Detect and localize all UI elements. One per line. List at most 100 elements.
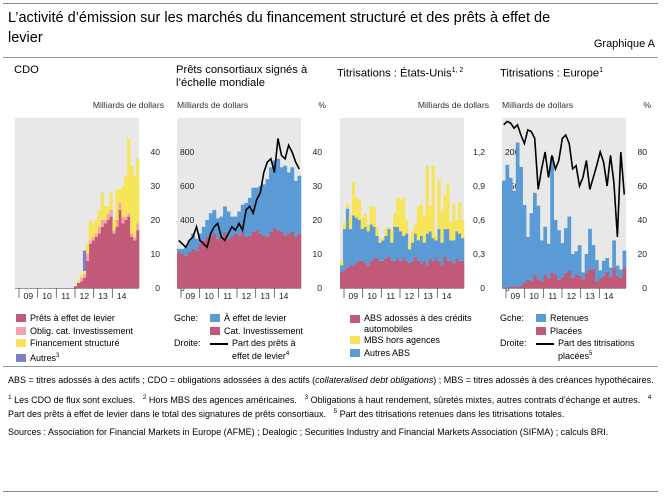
bar-segment — [407, 263, 412, 288]
bar-segment — [461, 260, 465, 288]
bar-segment — [215, 218, 220, 239]
bar-segment — [402, 197, 406, 236]
bar-segment — [262, 235, 266, 288]
bar-segment — [194, 250, 199, 288]
bar-segment — [276, 230, 281, 288]
y-tick-label-left: 800 — [180, 147, 195, 157]
bar-segment — [615, 265, 620, 276]
bar-segment — [187, 252, 192, 288]
bar-segment — [378, 242, 382, 261]
x-tick-label: 09 — [186, 291, 196, 301]
bar-segment — [293, 180, 298, 237]
bar-segment — [550, 156, 554, 273]
bar-segment — [354, 263, 359, 288]
bar-segment — [437, 229, 441, 261]
legend-item: Autres3 — [16, 351, 133, 364]
bar-segment — [443, 229, 447, 257]
bar-segment — [133, 240, 137, 288]
bar-segment — [124, 175, 128, 217]
bar-segment — [508, 286, 513, 288]
bar-segment — [416, 206, 421, 241]
bar-segment — [455, 258, 459, 288]
bar-segment — [443, 195, 447, 230]
bar-segment — [74, 286, 78, 288]
bar-segment — [591, 245, 596, 269]
bar-segment — [437, 179, 441, 230]
bar-segment — [103, 206, 107, 220]
bar-segment — [588, 269, 592, 288]
x-tick-label: 14 — [117, 291, 127, 301]
bar-segment — [381, 260, 385, 288]
bar-segment — [455, 220, 459, 232]
y-tick-label: 0 — [480, 283, 485, 293]
bar-segment — [425, 165, 429, 234]
bar-segment — [502, 180, 506, 288]
bar-segment — [91, 223, 96, 237]
legend-us: ABS adossés à des crédits automobiles MB… — [350, 313, 472, 360]
bar-segment — [297, 233, 302, 288]
bar-segment — [539, 281, 544, 288]
y-tick-label: 30 — [312, 181, 322, 191]
bar-segment — [434, 235, 438, 241]
bar-segment — [553, 274, 558, 288]
bar-segment — [112, 230, 116, 234]
bar-segment — [452, 263, 456, 288]
bar-segment — [201, 226, 206, 241]
bar-segment — [85, 260, 90, 288]
bar-segment — [574, 274, 579, 288]
y-tick-label: 20 — [150, 215, 160, 225]
y-tick-label: 0 — [642, 283, 647, 293]
x-tick-label: 12 — [405, 291, 415, 301]
bar-segment — [212, 209, 217, 234]
bar-segment — [88, 240, 93, 244]
bar-segment — [612, 240, 616, 268]
bar-segment — [262, 184, 266, 236]
bar-segment — [422, 242, 426, 261]
bar-segment — [103, 223, 107, 288]
bar-segment — [230, 237, 234, 288]
bar-segment — [85, 243, 90, 254]
bar-segment — [378, 260, 382, 288]
bar-segment — [194, 238, 199, 251]
bar-segment — [366, 224, 370, 232]
bar-segment — [177, 252, 181, 288]
bar-segment — [115, 189, 119, 220]
bar-segment — [536, 205, 541, 280]
bar-segment — [434, 258, 438, 288]
bar-segment — [529, 281, 534, 288]
bar-segment — [244, 237, 249, 288]
bar-segment — [360, 217, 364, 230]
bar-segment — [446, 260, 450, 288]
bar-segment — [109, 192, 113, 210]
bar-segment — [342, 222, 347, 230]
x-tick-label: 12 — [242, 291, 252, 301]
bar-segment — [360, 229, 364, 261]
bar-segment — [244, 203, 249, 237]
bar-segment — [536, 279, 541, 288]
bar-segment — [384, 258, 388, 288]
bar-segment — [340, 265, 344, 273]
bar-segment — [290, 167, 295, 232]
bar-segment — [136, 230, 140, 288]
bar-segment — [283, 165, 288, 236]
bar-segment — [130, 165, 134, 234]
bar-segment — [269, 231, 273, 288]
bar-segment — [619, 269, 623, 278]
y-axis-label-right: % — [318, 100, 326, 110]
panel-title-eu: Titrisations : Europe1 — [500, 67, 603, 80]
bar-segment — [564, 273, 568, 288]
bar-segment — [598, 270, 603, 279]
bar-segment — [226, 211, 231, 239]
bar-segment — [240, 204, 245, 232]
bar-segment — [340, 260, 344, 266]
bar-segment — [410, 242, 415, 261]
bar-segment — [97, 233, 101, 288]
bar-segment — [372, 206, 376, 227]
bar-segment — [581, 279, 585, 288]
legend-cdo: Prêts à effet de levier Oblig. cat. Inve… — [16, 313, 133, 363]
bar-segment — [533, 192, 537, 275]
bar-segment — [431, 165, 435, 239]
bar-segment — [369, 206, 373, 225]
bar-segment — [237, 235, 242, 288]
y-axis-label-left: Milliards de dollars — [502, 100, 573, 110]
